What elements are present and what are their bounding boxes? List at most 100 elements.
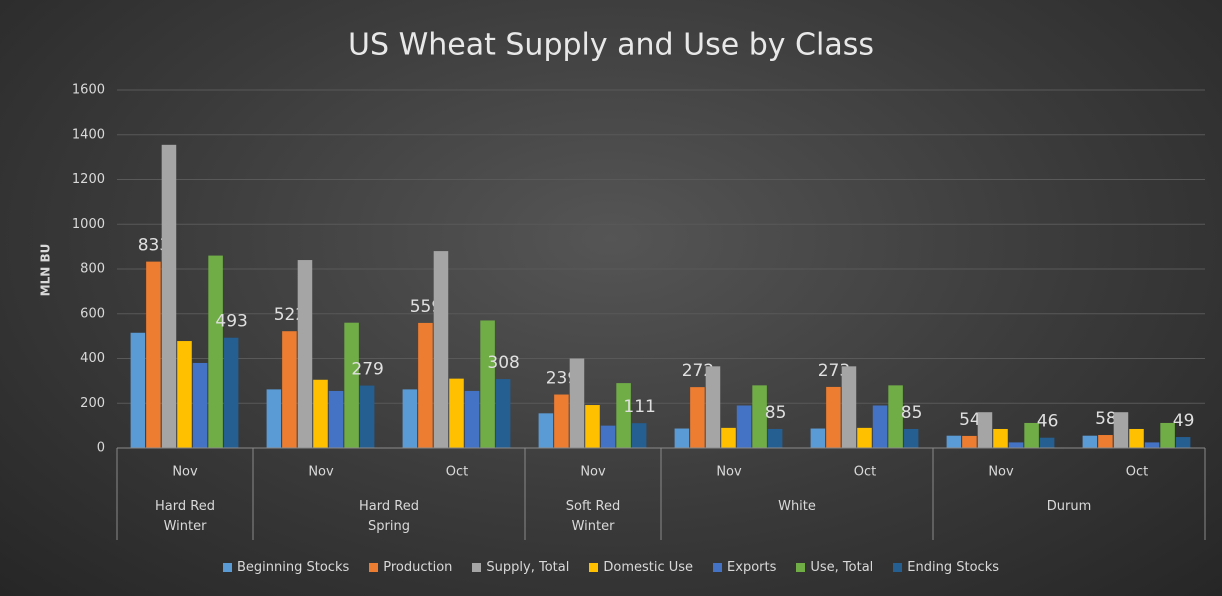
y-tick-label: 600: [80, 306, 105, 321]
legend-label: Ending Stocks: [907, 560, 999, 575]
y-tick-label: 1200: [72, 172, 105, 187]
bar: [810, 428, 826, 448]
data-label: 111: [623, 397, 655, 417]
bar: [297, 260, 313, 448]
bar: [208, 255, 223, 448]
bar: [1175, 437, 1191, 448]
bar: [1098, 435, 1113, 448]
bar: [721, 427, 736, 448]
bar: [1039, 437, 1055, 448]
legend-label: Domestic Use: [603, 560, 694, 575]
bar: [192, 362, 208, 448]
bar: [674, 428, 690, 448]
data-label: 279: [351, 360, 383, 380]
bar: [433, 251, 449, 448]
y-axis-label: MLN BU: [39, 244, 53, 297]
group-label: Hard Red Spring: [359, 499, 419, 534]
group-label: Durum: [1046, 499, 1092, 514]
x-tick-label: Nov: [172, 465, 198, 480]
legend-swatch: [589, 563, 599, 572]
data-label: 85: [765, 403, 787, 423]
bar: [888, 385, 903, 448]
legend-swatch: [369, 563, 379, 572]
legend-item: Production: [369, 560, 452, 575]
bar: [146, 261, 161, 448]
data-label: 85: [901, 403, 923, 423]
bar: [631, 423, 647, 448]
legend-label: Use, Total: [810, 560, 874, 575]
bar: [554, 394, 569, 448]
bar: [130, 332, 146, 448]
bar: [1008, 442, 1024, 448]
bar: [359, 385, 375, 448]
bar: [1144, 442, 1160, 448]
bar: [418, 322, 433, 448]
bar: [313, 379, 328, 448]
group-label: White: [778, 499, 816, 514]
bar: [767, 428, 783, 448]
bar: [841, 366, 857, 448]
y-tick-label: 800: [80, 262, 105, 277]
bar: [872, 405, 888, 448]
legend-item: Ending Stocks: [893, 560, 999, 575]
bar: [946, 435, 962, 448]
bar: [736, 405, 752, 448]
legend-label: Exports: [727, 560, 777, 575]
y-tick-label: 400: [80, 351, 105, 366]
bar: [344, 322, 359, 448]
bar: [495, 379, 511, 448]
x-tick-label: Oct: [854, 465, 876, 480]
bar: [328, 390, 344, 448]
bar: [993, 428, 1008, 448]
data-label: 49: [1173, 411, 1195, 431]
y-tick-label: 1400: [72, 127, 105, 142]
x-tick-label: Oct: [1126, 465, 1148, 480]
bar: [282, 331, 297, 448]
group-label: Soft Red Winter: [565, 499, 621, 534]
legend-swatch: [893, 563, 903, 572]
bar: [177, 341, 192, 448]
bar: [402, 389, 418, 448]
bar: [538, 413, 554, 448]
x-tick-label: Nov: [308, 465, 334, 480]
legend-item: Domestic Use: [589, 560, 693, 575]
bar: [600, 425, 616, 448]
bar: [569, 358, 585, 448]
y-tick-label: 0: [97, 441, 105, 456]
bar: [962, 435, 977, 448]
x-tick-label: Nov: [716, 465, 742, 480]
legend-swatch: [472, 563, 482, 572]
data-label: 54: [959, 410, 981, 430]
legend-swatch: [713, 563, 723, 572]
legend-swatch: [796, 563, 806, 572]
group-label: Hard Red Winter: [155, 499, 215, 534]
bar: [857, 427, 872, 448]
legend-label: Beginning Stocks: [237, 560, 350, 575]
bar: [1082, 435, 1098, 448]
x-tick-label: Oct: [446, 465, 468, 480]
y-tick-label: 1600: [72, 83, 105, 98]
bar: [266, 389, 282, 448]
bar: [1024, 422, 1039, 448]
x-tick-label: Nov: [580, 465, 606, 480]
legend-item: Use, Total: [796, 560, 873, 575]
x-tick-label: Nov: [988, 465, 1014, 480]
bar: [223, 337, 239, 448]
bar: [1160, 422, 1175, 448]
y-tick-label: 1000: [72, 217, 105, 232]
bar: [705, 366, 721, 448]
legend-item: Exports: [713, 560, 776, 575]
bar: [464, 390, 480, 448]
legend: Beginning Stocks Production Supply, Total D…: [0, 560, 1222, 575]
bar: [690, 387, 705, 448]
data-label: 493: [215, 312, 247, 332]
bar: [616, 383, 631, 448]
bar: [585, 405, 600, 448]
legend-swatch: [223, 563, 232, 572]
data-label: 308: [487, 353, 519, 373]
bar: [752, 385, 767, 448]
bar: [903, 428, 919, 448]
legend-item: Supply, Total: [472, 560, 569, 575]
